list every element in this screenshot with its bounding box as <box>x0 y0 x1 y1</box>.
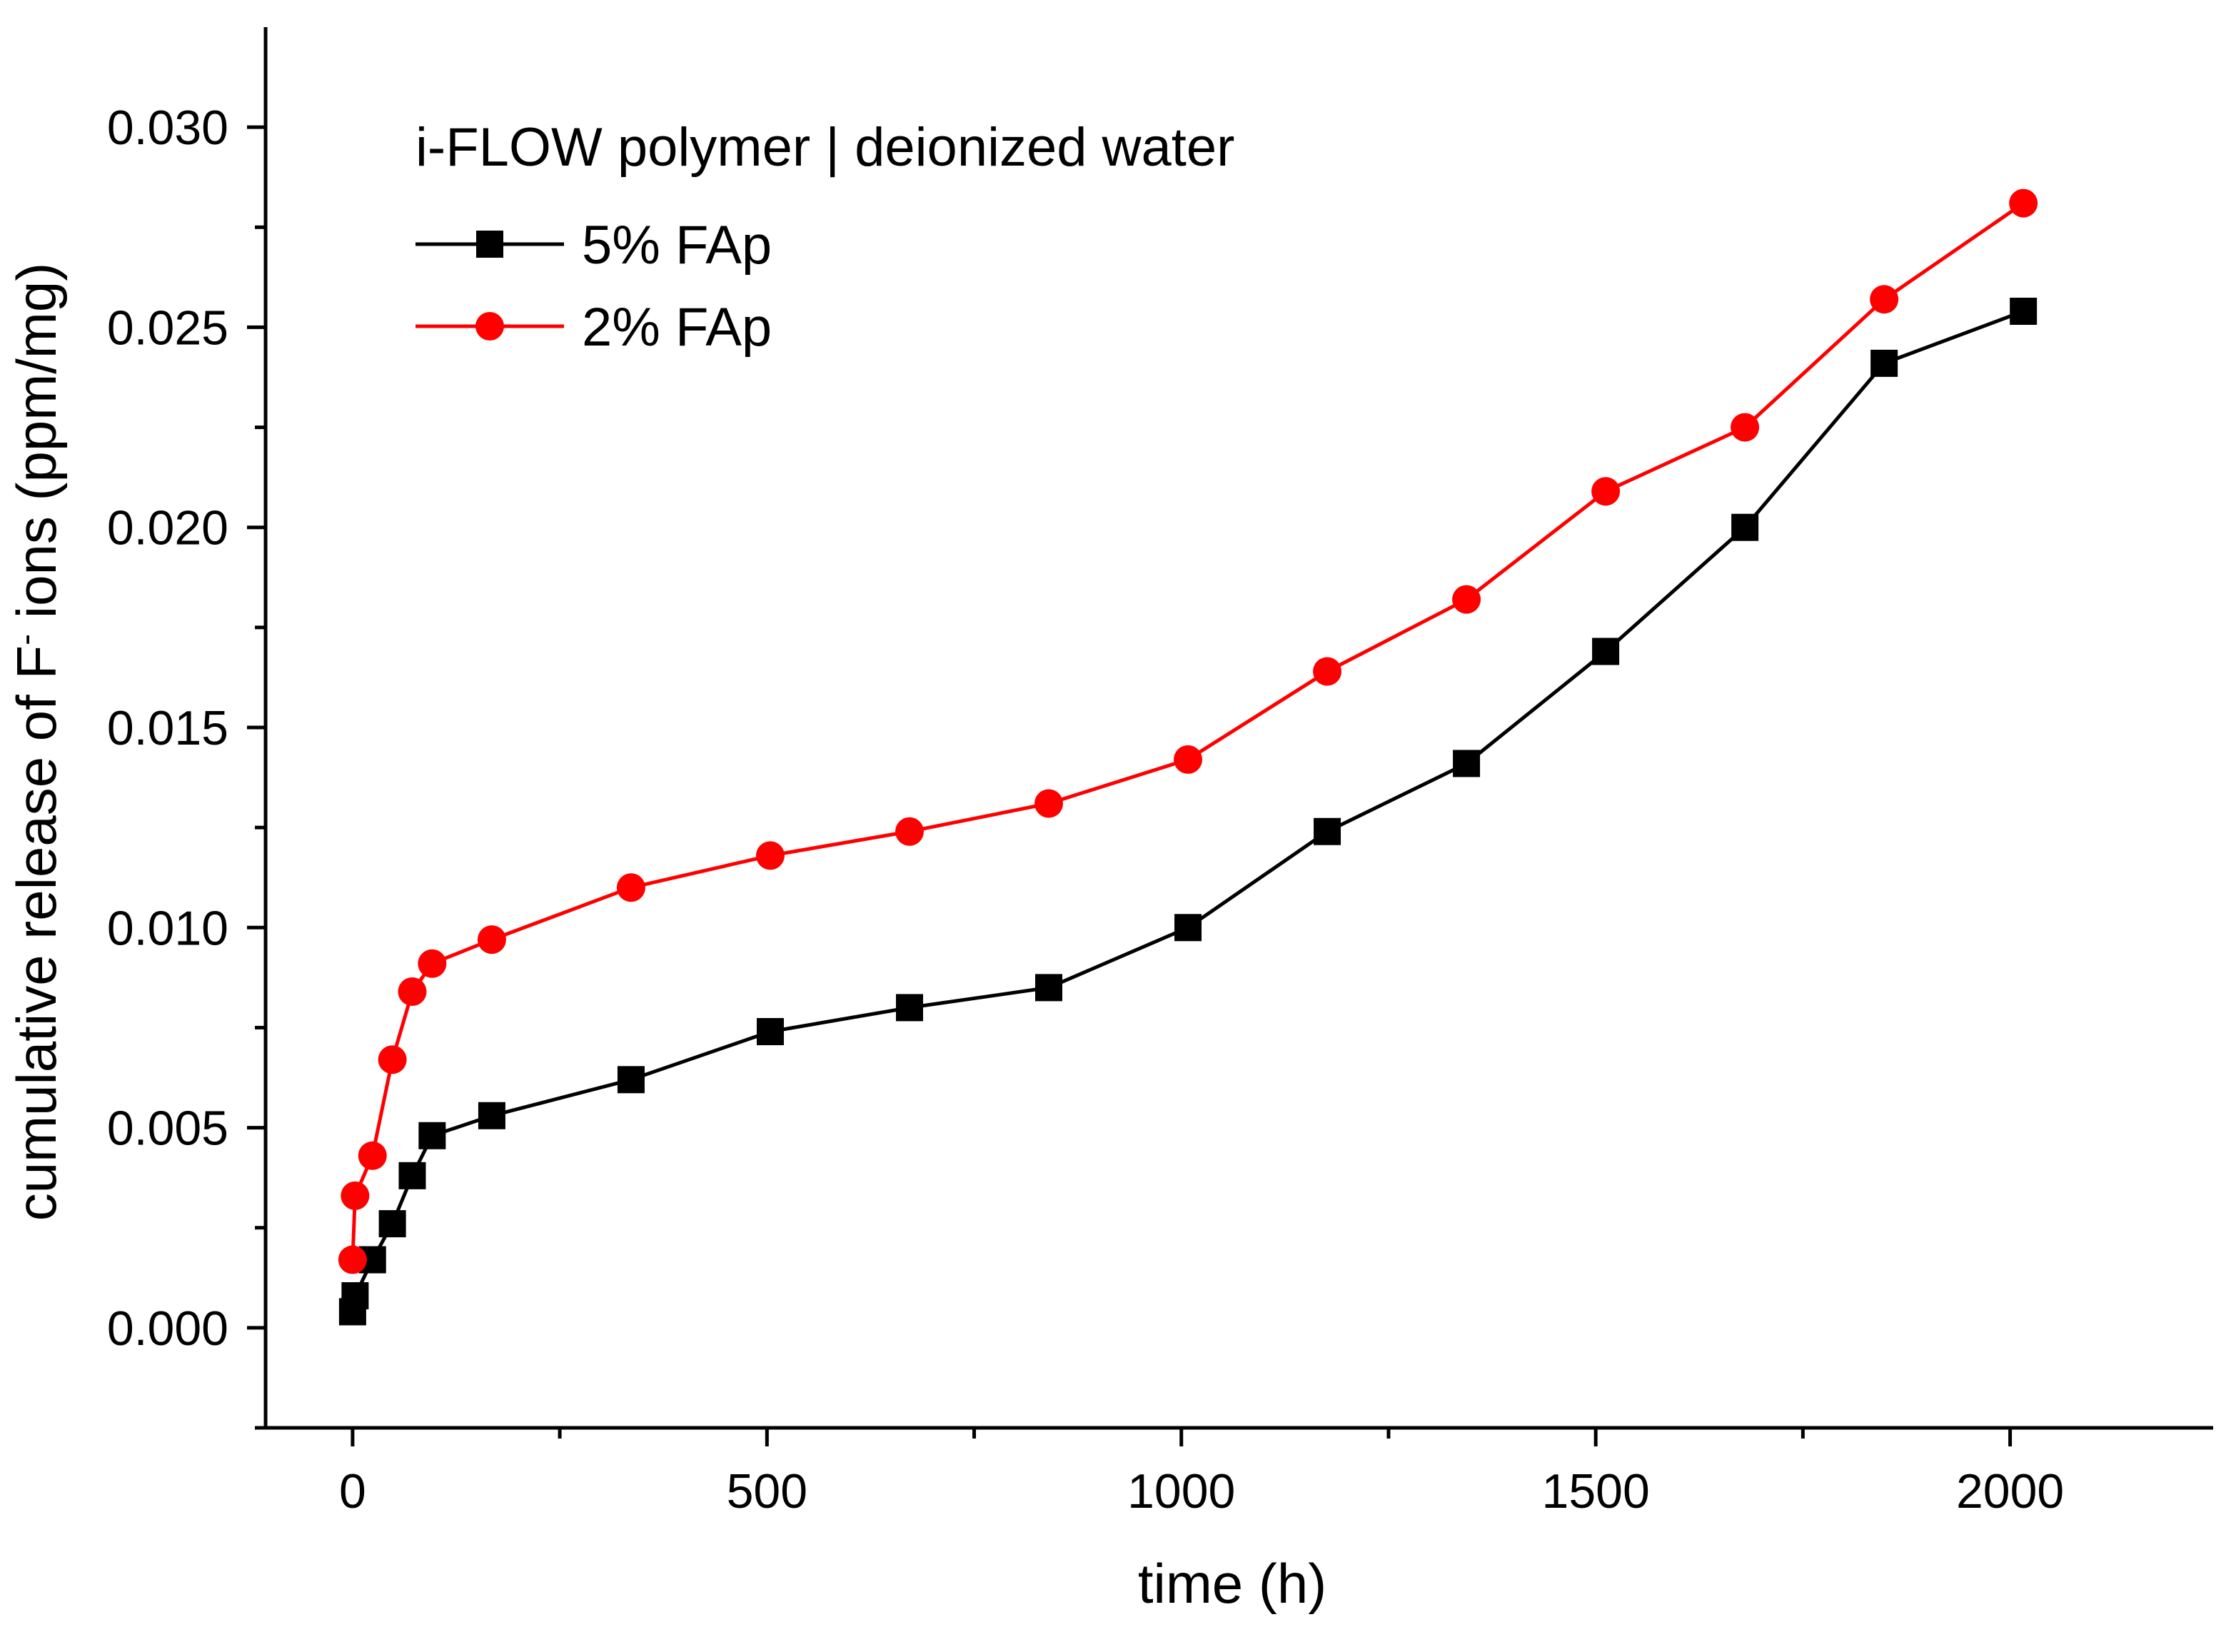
data-point <box>1314 817 1341 845</box>
y-tick-label: 0.025 <box>107 301 228 355</box>
legend-entries: 5% FAp 2% FAp <box>416 215 772 358</box>
legend-item: 2% FAp <box>416 297 772 358</box>
data-point <box>1591 477 1621 506</box>
data-point <box>755 841 785 870</box>
data-point <box>378 1045 407 1074</box>
data-point <box>1731 413 1760 442</box>
data-point <box>617 1066 645 1094</box>
y-tick-label: 0.010 <box>107 901 228 955</box>
data-point <box>616 873 645 902</box>
data-point <box>378 1210 406 1238</box>
y-axis-title-suffix: ions (ppm/mg) <box>5 263 68 634</box>
data-point <box>1313 657 1342 686</box>
data-point <box>895 994 923 1022</box>
data-point <box>1174 745 1203 774</box>
data-point <box>341 1282 369 1310</box>
x-tick-label: 500 <box>727 1464 807 1518</box>
x-tick-label: 1000 <box>1127 1464 1235 1518</box>
chart-title: i-FLOW polymer | deionized water <box>416 117 1234 178</box>
data-point <box>1452 585 1481 614</box>
y-tick-label: 0.000 <box>107 1301 228 1356</box>
data-point <box>418 1122 446 1149</box>
data-point <box>1453 750 1481 777</box>
y-tick-label: 0.020 <box>107 501 228 555</box>
legend-swatch-marker <box>476 231 503 258</box>
data-point <box>1174 914 1202 942</box>
data-point <box>2009 188 2038 218</box>
y-axis-title-superscript: - <box>7 634 45 645</box>
y-axis-ticks: 0.000 0.005 0.010 0.015 0.020 0.025 0.030 <box>107 101 266 1430</box>
legend-swatch-marker <box>475 312 504 341</box>
data-point <box>895 817 924 846</box>
data-point <box>1035 974 1063 1002</box>
y-tick-label: 0.015 <box>107 701 228 755</box>
data-point <box>2010 298 2038 326</box>
data-point <box>1592 638 1620 665</box>
data-point <box>1034 789 1064 818</box>
series-line <box>351 309 2025 1312</box>
data-point <box>338 1245 367 1274</box>
data-point <box>418 949 447 978</box>
data-point <box>398 1162 426 1189</box>
data-point <box>1870 349 1898 377</box>
x-tick-label: 0 <box>339 1464 366 1518</box>
data-point <box>398 977 427 1006</box>
y-tick-label: 0.005 <box>107 1102 228 1156</box>
series-layer <box>338 188 2038 1326</box>
series-line <box>351 201 2025 1260</box>
data-point <box>477 925 506 955</box>
legend-label: 2% FAp <box>582 297 772 358</box>
x-axis-ticks: 0 500 1000 1500 2000 <box>339 1428 2064 1518</box>
data-point <box>478 1102 505 1129</box>
x-tick-label: 2000 <box>1956 1464 2064 1518</box>
series-1 <box>338 188 2038 1274</box>
y-tick-label: 0.030 <box>107 101 228 155</box>
x-tick-label: 1500 <box>1542 1464 1650 1518</box>
data-point <box>756 1018 784 1046</box>
legend-label: 5% FAp <box>582 215 772 276</box>
data-point <box>1731 513 1759 541</box>
x-axis-title: time (h) <box>1138 1552 1326 1615</box>
y-axis-title-prefix: cumulative release of F <box>5 645 68 1221</box>
data-point <box>341 1181 370 1210</box>
y-axis-title: cumulative release of F- ions (ppm/mg) <box>5 263 68 1221</box>
legend-item: 5% FAp <box>416 215 772 276</box>
data-point <box>1870 285 1899 314</box>
data-point <box>358 1141 387 1170</box>
legend: i-FLOW polymer | deionized water 5% FAp 2… <box>416 117 1234 358</box>
series-0 <box>338 298 2038 1326</box>
